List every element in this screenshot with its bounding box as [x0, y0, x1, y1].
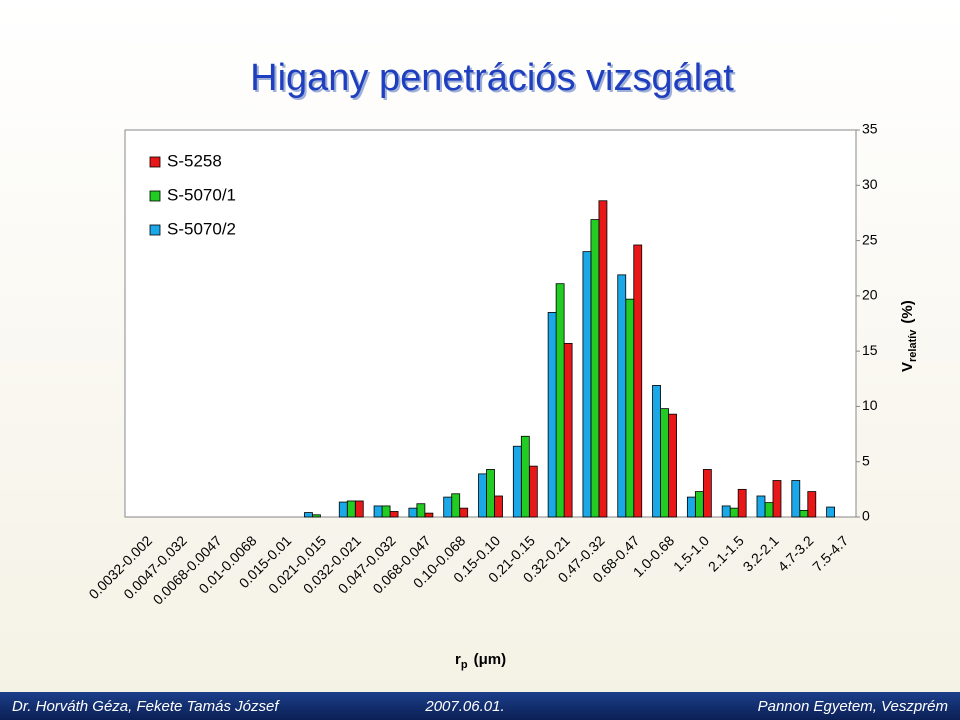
- y-tick-label: 5: [862, 452, 870, 468]
- x-tick-label: 2.1-1.5: [705, 532, 747, 574]
- bar: [528, 465, 538, 518]
- footer-date: 2007.06.01.: [424, 698, 504, 715]
- y-label-unit: (%): [899, 300, 916, 323]
- bar: [443, 496, 453, 518]
- y-tick-label: 25: [862, 231, 878, 247]
- bar: [346, 500, 356, 518]
- bar: [381, 505, 391, 518]
- y-tick-label: 0: [862, 508, 870, 524]
- bar: [338, 501, 348, 518]
- bar: [590, 219, 600, 518]
- footer-institution: Pannon Egyetem, Veszprém: [758, 698, 948, 715]
- y-tick-label: 15: [862, 342, 878, 358]
- x-tick-label: 4.7-3.2: [774, 532, 816, 574]
- x-label-main: r: [455, 651, 461, 668]
- legend-label: S-5070/2: [167, 219, 236, 238]
- y-label-sub: relatív: [907, 329, 919, 362]
- y-tick-label: 10: [862, 397, 878, 413]
- bar: [660, 408, 669, 518]
- bar: [520, 435, 530, 518]
- bar: [389, 511, 399, 518]
- chart-title: Higany penetrációs vizsgálat: [250, 57, 734, 99]
- legend-swatch: [149, 156, 161, 168]
- bar: [598, 200, 608, 518]
- plot-area: [124, 129, 857, 518]
- bar: [451, 493, 461, 518]
- y-tick-label: 35: [862, 121, 878, 137]
- footer-bar: [0, 692, 960, 720]
- bar: [737, 488, 747, 518]
- bar: [424, 512, 434, 518]
- bar: [408, 507, 418, 518]
- bar: [826, 506, 835, 518]
- bar: [772, 480, 782, 518]
- bar: [486, 469, 495, 518]
- bar: [547, 312, 557, 518]
- footer-authors: Dr. Horváth Géza, Fekete Tamás József: [12, 698, 280, 715]
- bar: [373, 505, 383, 518]
- bar: [478, 473, 487, 518]
- legend-swatch: [149, 224, 161, 236]
- bar: [633, 244, 643, 518]
- bar: [721, 505, 731, 518]
- bar: [686, 496, 696, 518]
- bar: [694, 491, 704, 518]
- bar: [702, 469, 712, 518]
- y-axis-title: Vrelatív (%): [899, 300, 919, 372]
- bar: [799, 509, 809, 518]
- x-tick-label: 1.5-1.0: [670, 532, 712, 574]
- bar: [459, 507, 469, 518]
- bar: [312, 514, 321, 518]
- bar: [652, 385, 661, 518]
- bar: [354, 500, 364, 518]
- legend-label: S-5070/1: [167, 185, 236, 204]
- bar: [555, 283, 565, 518]
- bar: [582, 251, 592, 518]
- title-shadow: Higany penetrációs vizsgálat: [252, 59, 736, 101]
- x-tick-label: 7.5-4.7: [809, 532, 851, 574]
- legend-label: S-5258: [167, 151, 222, 170]
- x-label-unit: (μm): [474, 651, 507, 668]
- bar: [756, 495, 766, 518]
- y-tick-label: 20: [862, 287, 878, 303]
- bar: [625, 298, 635, 518]
- bar: [304, 512, 313, 518]
- bar: [512, 445, 522, 518]
- bar: [617, 274, 627, 518]
- bar: [668, 413, 677, 518]
- bar: [563, 343, 573, 518]
- legend-swatch: [149, 190, 161, 202]
- y-label-main: V: [899, 362, 916, 372]
- x-axis-title: rp (μm): [455, 651, 506, 671]
- y-tick-label: 30: [862, 176, 878, 192]
- bar: [494, 495, 503, 518]
- bar: [416, 503, 426, 518]
- bar: [807, 491, 817, 518]
- bar: [791, 480, 801, 518]
- bar: [764, 502, 774, 518]
- x-tick-label: 3.2-2.1: [740, 532, 782, 574]
- bar: [729, 507, 739, 518]
- x-label-sub: p: [461, 659, 468, 671]
